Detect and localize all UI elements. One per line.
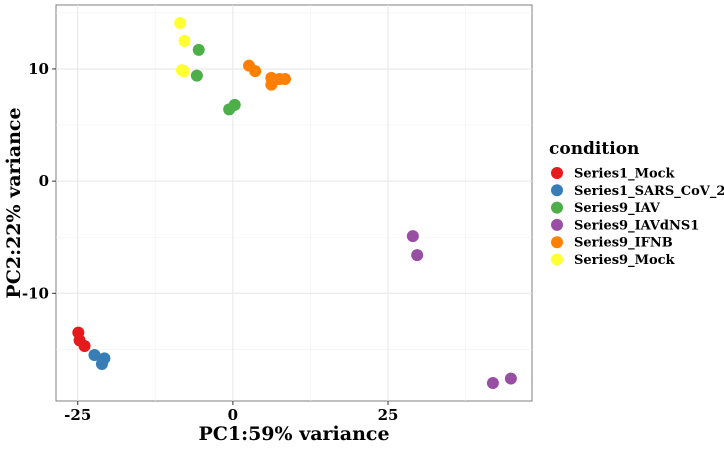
y-tick-label: 0 xyxy=(39,172,49,190)
data-point xyxy=(190,69,203,82)
y-tick-label: 10 xyxy=(28,60,49,78)
legend-key xyxy=(551,184,563,197)
data-point xyxy=(177,65,190,78)
data-point xyxy=(249,65,262,78)
legend-key xyxy=(551,236,563,249)
x-axis-ticks: -25 0 25 xyxy=(64,401,398,424)
data-point xyxy=(88,349,101,362)
legend-items: Series1_Mock Series1_SARS_CoV_2 Series9_IA… xyxy=(551,167,724,268)
data-point xyxy=(279,73,292,86)
plot-panel xyxy=(55,4,533,402)
data-point xyxy=(174,16,187,29)
y-axis-title: PC2:22% variance xyxy=(3,107,25,298)
legend-key xyxy=(551,253,563,266)
major-gridlines xyxy=(56,5,532,401)
legend-label: Series9_IFNB xyxy=(574,236,673,251)
legend-label: Series9_Mock xyxy=(574,253,676,268)
data-point xyxy=(406,230,419,243)
data-point xyxy=(228,98,241,111)
legend-label: Series9_IAV xyxy=(574,201,661,216)
x-tick-label: 25 xyxy=(378,406,399,424)
legend-label: Series1_SARS_CoV_2 xyxy=(574,184,724,199)
x-tick-label: 0 xyxy=(228,406,238,424)
data-point xyxy=(192,43,205,56)
legend-label: Series9_IAVdNS1 xyxy=(574,218,699,233)
y-axis-ticks: -10 0 10 xyxy=(22,60,56,302)
y-tick-label: -10 xyxy=(22,284,49,302)
legend-title: condition xyxy=(549,139,639,159)
legend-key xyxy=(551,201,563,214)
x-axis-title: PC1:59% variance xyxy=(198,423,389,445)
data-point xyxy=(98,352,111,365)
data-point xyxy=(411,249,424,262)
legend-key xyxy=(551,218,563,231)
data-point xyxy=(178,34,191,47)
data-point xyxy=(486,377,499,390)
data-point xyxy=(78,340,91,353)
minor-gridlines xyxy=(56,5,532,401)
legend-key xyxy=(551,167,563,179)
data-point xyxy=(504,372,517,385)
data-points xyxy=(72,16,517,390)
legend-label: Series1_Mock xyxy=(574,167,676,182)
legend: condition Series1_Mock Series1_SARS_CoV_2… xyxy=(549,139,724,268)
x-tick-label: -25 xyxy=(64,406,91,424)
